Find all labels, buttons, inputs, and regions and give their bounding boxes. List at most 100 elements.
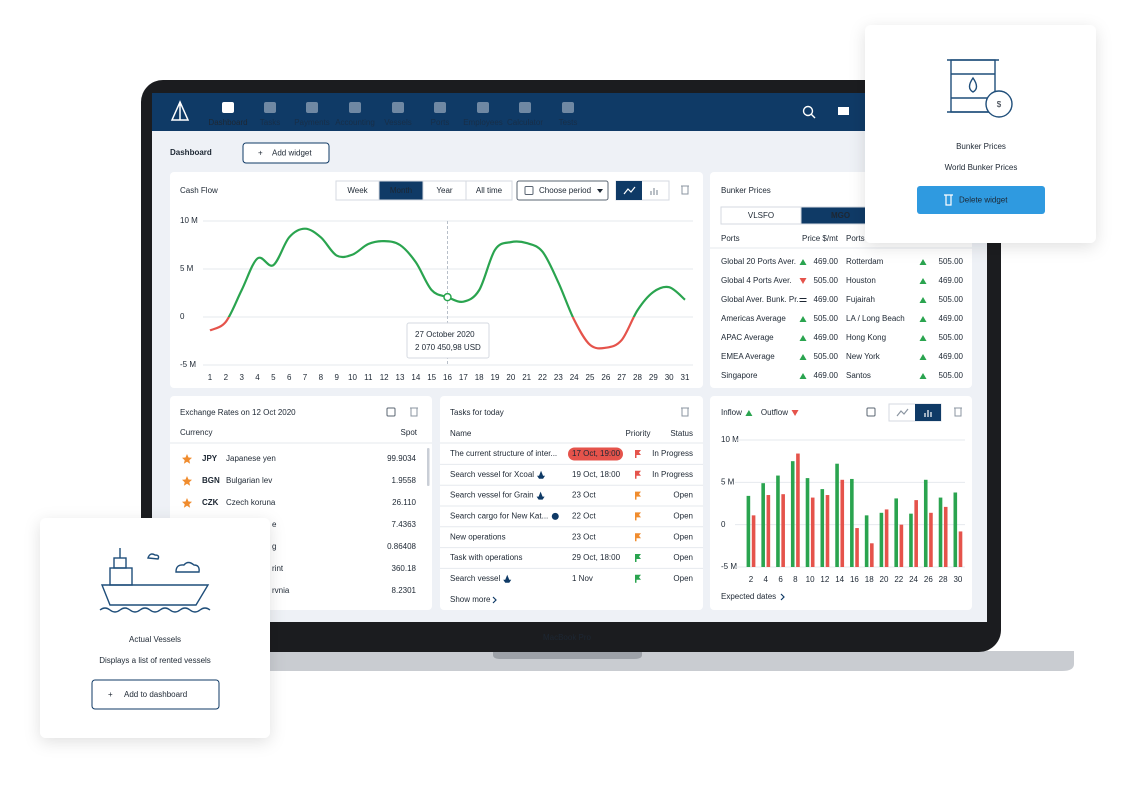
svg-text:$: $ (997, 100, 1002, 109)
calendar-icon[interactable] (386, 407, 396, 417)
x-tick-label: 2 (224, 373, 229, 382)
x-tick-label: 8 (793, 575, 798, 584)
star-icon[interactable] (182, 476, 192, 486)
widget-title: Exchange Rates on 12 Oct 2020 (180, 408, 296, 417)
period-tab-label: Month (390, 186, 412, 195)
task-status: Open (673, 512, 693, 521)
trend-down (799, 278, 807, 284)
legend-marker (791, 410, 799, 416)
period-select[interactable] (516, 180, 609, 201)
trash-icon[interactable] (954, 407, 962, 417)
bar (884, 509, 889, 567)
trash-icon[interactable] (410, 407, 418, 417)
price: 469.00 (814, 257, 839, 266)
bar (796, 453, 800, 567)
trash-icon[interactable] (681, 185, 689, 195)
trend-up (919, 297, 927, 303)
task-status: Open (673, 532, 693, 541)
add-to-dashboard-button[interactable] (91, 679, 220, 710)
trend-flat (799, 298, 807, 302)
currency-name: g (272, 542, 276, 551)
nav-icon[interactable] (519, 102, 531, 113)
fuel-tab-label: VLSFO (748, 211, 774, 220)
star-icon[interactable] (182, 454, 192, 464)
calendar-icon[interactable] (524, 186, 534, 195)
port-name: Rotterdam (846, 257, 884, 266)
nav-icon[interactable] (349, 102, 361, 113)
show-more-link[interactable]: Show more (450, 595, 491, 604)
nav-icon[interactable] (306, 102, 318, 113)
bar (810, 497, 815, 567)
price: 469.00 (814, 295, 839, 304)
nav-label: Accounting (335, 118, 375, 127)
x-tick-label: 4 (764, 575, 769, 584)
task-name: Search vessel for Xcoal (450, 470, 534, 479)
bar (894, 498, 898, 567)
x-tick-label: 28 (939, 575, 948, 584)
x-tick-label: 18 (865, 575, 874, 584)
mail-icon[interactable] (838, 107, 849, 115)
priority-flag (635, 533, 641, 542)
task-date: 22 Oct (572, 512, 596, 521)
bar (776, 475, 780, 567)
spot-rate: 7.4363 (392, 520, 417, 529)
bar-icon (650, 188, 658, 195)
dropdown-arrow (597, 189, 603, 193)
task-status: In Progress (652, 449, 693, 458)
port-name: Fujairah (846, 295, 875, 304)
bar (766, 495, 771, 567)
calendar-icon[interactable] (866, 407, 876, 417)
task-date: 29 Oct, 18:00 (572, 553, 621, 562)
x-tick-label: 31 (681, 373, 690, 382)
x-tick-label: 16 (850, 575, 859, 584)
priority-flag (635, 554, 641, 562)
period-tab[interactable] (465, 180, 513, 201)
expected-dates-link[interactable]: Expected dates (721, 592, 776, 601)
add-widget-button[interactable] (242, 142, 330, 164)
column-header: Priority (626, 429, 651, 438)
trash-icon (944, 194, 953, 206)
currency-name: rvnia (272, 586, 290, 595)
task-name: Search vessel (450, 574, 500, 583)
barrel-icon: $ (947, 59, 1013, 118)
nav-icon[interactable] (222, 102, 234, 113)
x-tick-label: 3 (239, 373, 244, 382)
plus-icon: + (258, 149, 263, 158)
x-tick-label: 27 (617, 373, 626, 382)
bar (825, 495, 830, 567)
spot-rate: 1.9558 (392, 476, 417, 485)
widget-title: Bunker Prices (721, 186, 771, 195)
price: 505.00 (939, 333, 964, 342)
trash-icon[interactable] (681, 407, 689, 417)
nav-icon[interactable] (264, 102, 276, 113)
x-tick-label: 1 (208, 373, 213, 382)
nav-label: Ports (431, 118, 450, 127)
card-description: World Bunker Prices (945, 163, 1018, 172)
ship-icon (503, 574, 512, 583)
widget-title: Cash Flow (180, 186, 218, 195)
nav-icon[interactable] (562, 102, 574, 113)
delete-widget-button[interactable] (917, 186, 1045, 214)
x-tick-label: 21 (522, 373, 531, 382)
bar (864, 515, 869, 567)
x-tick-label: 20 (506, 373, 515, 382)
chevron (780, 593, 785, 601)
bar (790, 461, 795, 567)
search-icon[interactable] (802, 105, 814, 117)
bar (835, 463, 839, 567)
nav-label: Employees (463, 118, 503, 127)
priority-flag (635, 512, 641, 521)
nav-icon[interactable] (434, 102, 446, 113)
bar (820, 489, 825, 567)
nav-icon[interactable] (477, 102, 489, 113)
column-header: Spot (401, 428, 418, 437)
bar (953, 492, 958, 567)
nav-icon[interactable] (392, 102, 404, 113)
column-header: Ports (846, 234, 865, 243)
star-icon[interactable] (182, 498, 192, 508)
port-name: Hong Kong (846, 333, 886, 342)
x-tick-label: 26 (601, 373, 610, 382)
x-tick-label: 4 (255, 373, 260, 382)
